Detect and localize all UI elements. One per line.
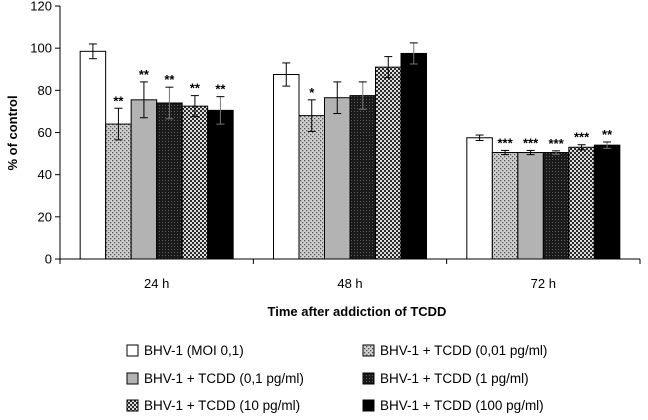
bar xyxy=(517,152,544,260)
x-axis-title: Time after addiction of TCDD xyxy=(268,304,447,319)
bar xyxy=(79,50,107,260)
bar xyxy=(593,144,621,260)
legend-label: BHV-1 + TCDD (10 pg/ml) xyxy=(144,398,300,413)
legend-label: BHV-1 + TCDD (0,1 pg/ml) xyxy=(144,371,304,386)
bar xyxy=(273,74,300,260)
significance-label: ** xyxy=(113,93,124,108)
legend-item: BHV-1 (MOI 0,1) xyxy=(126,343,244,358)
bar xyxy=(298,115,325,260)
legend-item: BHV-1 + TCDD (10 pg/ml) xyxy=(126,398,300,413)
significance-label: ** xyxy=(602,127,613,142)
bar xyxy=(400,52,427,260)
legend-label: BHV-1 + TCDD (100 pg/ml) xyxy=(380,398,544,413)
legend-label: BHV-1 (MOI 0,1) xyxy=(144,343,244,358)
legend-swatch xyxy=(126,399,139,412)
bar xyxy=(324,97,351,260)
x-tick-label: 72 h xyxy=(531,276,556,291)
significance-label: * xyxy=(309,85,315,100)
legend-swatch xyxy=(362,399,375,412)
legend-swatch xyxy=(126,344,139,357)
legend-item: BHV-1 + TCDD (0,1 pg/ml) xyxy=(126,371,304,386)
y-tick-label: 80 xyxy=(38,83,52,98)
bar xyxy=(466,137,493,260)
legend-label: BHV-1 + TCDD (1 pg/ml) xyxy=(380,371,529,386)
bar xyxy=(349,95,376,260)
bar xyxy=(568,146,595,260)
significance-label: *** xyxy=(497,135,513,150)
bar xyxy=(542,152,570,260)
y-tick-label: 120 xyxy=(30,0,52,14)
significance-label: *** xyxy=(574,130,590,145)
legend-item: BHV-1 + TCDD (0,01 pg/ml) xyxy=(362,343,547,358)
legend-swatch xyxy=(126,372,139,385)
bar xyxy=(375,66,402,260)
y-tick-label: 40 xyxy=(38,167,52,182)
bar xyxy=(181,105,209,260)
significance-label: ** xyxy=(190,81,201,96)
significance-label: *** xyxy=(548,136,564,151)
legend-swatch xyxy=(362,344,375,357)
bar xyxy=(105,123,132,260)
bar xyxy=(207,109,234,260)
significance-label: ** xyxy=(164,72,175,87)
y-tick-label: 20 xyxy=(38,209,52,224)
legend-item: BHV-1 + TCDD (1 pg/ml) xyxy=(362,371,529,386)
significance-label: *** xyxy=(523,135,539,150)
legend-label: BHV-1 + TCDD (0,01 pg/ml) xyxy=(380,343,547,358)
y-tick-label: 100 xyxy=(30,41,52,56)
y-tick-label: 60 xyxy=(38,125,52,140)
x-tick-label: 48 h xyxy=(337,276,362,291)
y-tick-label: 0 xyxy=(45,252,52,267)
bar xyxy=(491,152,519,260)
x-tick-label: 24 h xyxy=(144,276,169,291)
bar xyxy=(156,102,183,260)
legend-swatch xyxy=(362,372,375,385)
bar xyxy=(130,99,158,260)
significance-label: ** xyxy=(139,67,150,82)
y-axis-title: % of control xyxy=(5,95,20,170)
legend: BHV-1 (MOI 0,1) BHV-1 + TCDD (0,01 pg/ml)… xyxy=(126,343,547,413)
legend-item: BHV-1 + TCDD (100 pg/ml) xyxy=(362,398,544,413)
significance-label: ** xyxy=(215,82,226,97)
